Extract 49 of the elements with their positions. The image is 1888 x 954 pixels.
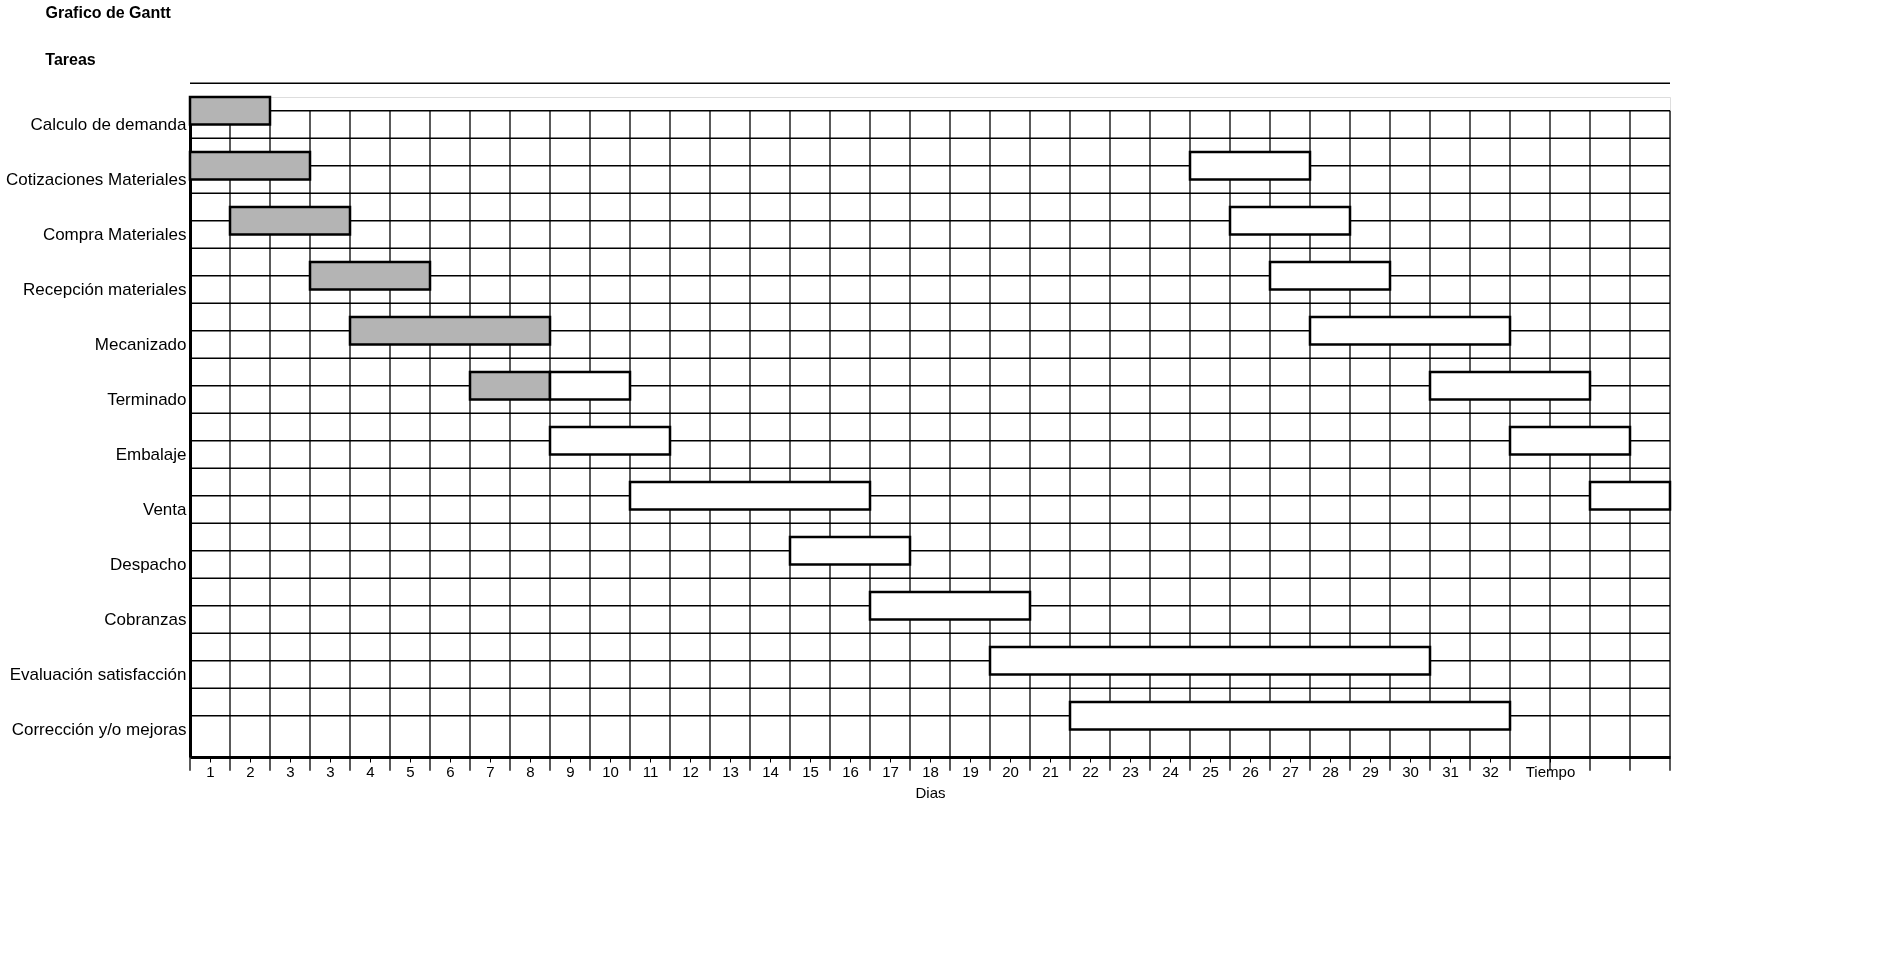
x-tick-label: 14 xyxy=(762,762,779,780)
x-tick-label: 31 xyxy=(1442,762,1459,780)
x-tick-label: 20 xyxy=(1002,762,1019,780)
x-tick-label: 13 xyxy=(722,762,739,780)
y-tick-label: Calculo de demanda xyxy=(30,114,188,134)
x-tick-label: 15 xyxy=(802,762,819,780)
y-tick-label: Evaluación satisfacción xyxy=(9,664,187,684)
x-tick-label: 27 xyxy=(1282,762,1299,780)
y-tick-label: Despacho xyxy=(109,554,187,574)
y-tick-label: Mecanizado xyxy=(94,334,187,354)
x-tick-label: 1 xyxy=(206,762,215,780)
x-tick-label: 16 xyxy=(842,762,859,780)
x-tick-label: 19 xyxy=(962,762,979,780)
x-tick-label: 11 xyxy=(642,762,659,780)
x-axis-title: Dias xyxy=(915,783,946,801)
x-tick-label: 7 xyxy=(486,762,495,780)
x-tick-label: 25 xyxy=(1202,762,1219,780)
x-tick-label: 17 xyxy=(882,762,899,780)
x-tick-label: 28 xyxy=(1322,762,1339,780)
x-tick-label: 22 xyxy=(1082,762,1099,780)
x-tick-label: 2 xyxy=(246,762,255,780)
y-tick-label: Recepción materiales xyxy=(23,279,187,299)
y-tick-label: Embalaje xyxy=(115,444,187,464)
x-tick-label: 26 xyxy=(1242,762,1259,780)
y-tick-label: Corrección y/o mejoras xyxy=(11,719,187,739)
chart-title: Grafico de Gantt xyxy=(45,4,172,21)
x-tick-label: 5 xyxy=(406,762,415,780)
x-tick-label: 23 xyxy=(1122,762,1139,780)
x-tick-label: 29 xyxy=(1362,762,1379,780)
y-tick-label: Terminado xyxy=(107,389,187,409)
y-axis-title: Tareas xyxy=(45,50,96,68)
x-tick-label: 4 xyxy=(366,762,375,780)
x-tick-label: 6 xyxy=(446,762,455,780)
x-tick-label: 18 xyxy=(922,762,939,780)
x-tick-label: 32 xyxy=(1482,762,1499,780)
y-tick-label: Venta xyxy=(143,499,188,519)
y-tick-label: Cotizaciones Materiales xyxy=(6,169,187,189)
x-tick-label: 10 xyxy=(602,762,619,780)
x-tick-label: 24 xyxy=(1162,762,1179,780)
y-tick-label: Compra Materiales xyxy=(42,224,187,244)
x-tick-label: 3 xyxy=(286,762,295,780)
x-tick-label: 12 xyxy=(682,762,699,780)
x-tick-label: Tiempo xyxy=(1525,762,1576,780)
x-tick-label: 8 xyxy=(526,762,535,780)
x-tick-label: 9 xyxy=(566,762,575,780)
x-tick-label: 30 xyxy=(1402,762,1419,780)
y-tick-label: Cobranzas xyxy=(104,609,187,629)
x-tick-label: 21 xyxy=(1042,762,1059,780)
x-tick-label: 3 xyxy=(326,762,335,780)
